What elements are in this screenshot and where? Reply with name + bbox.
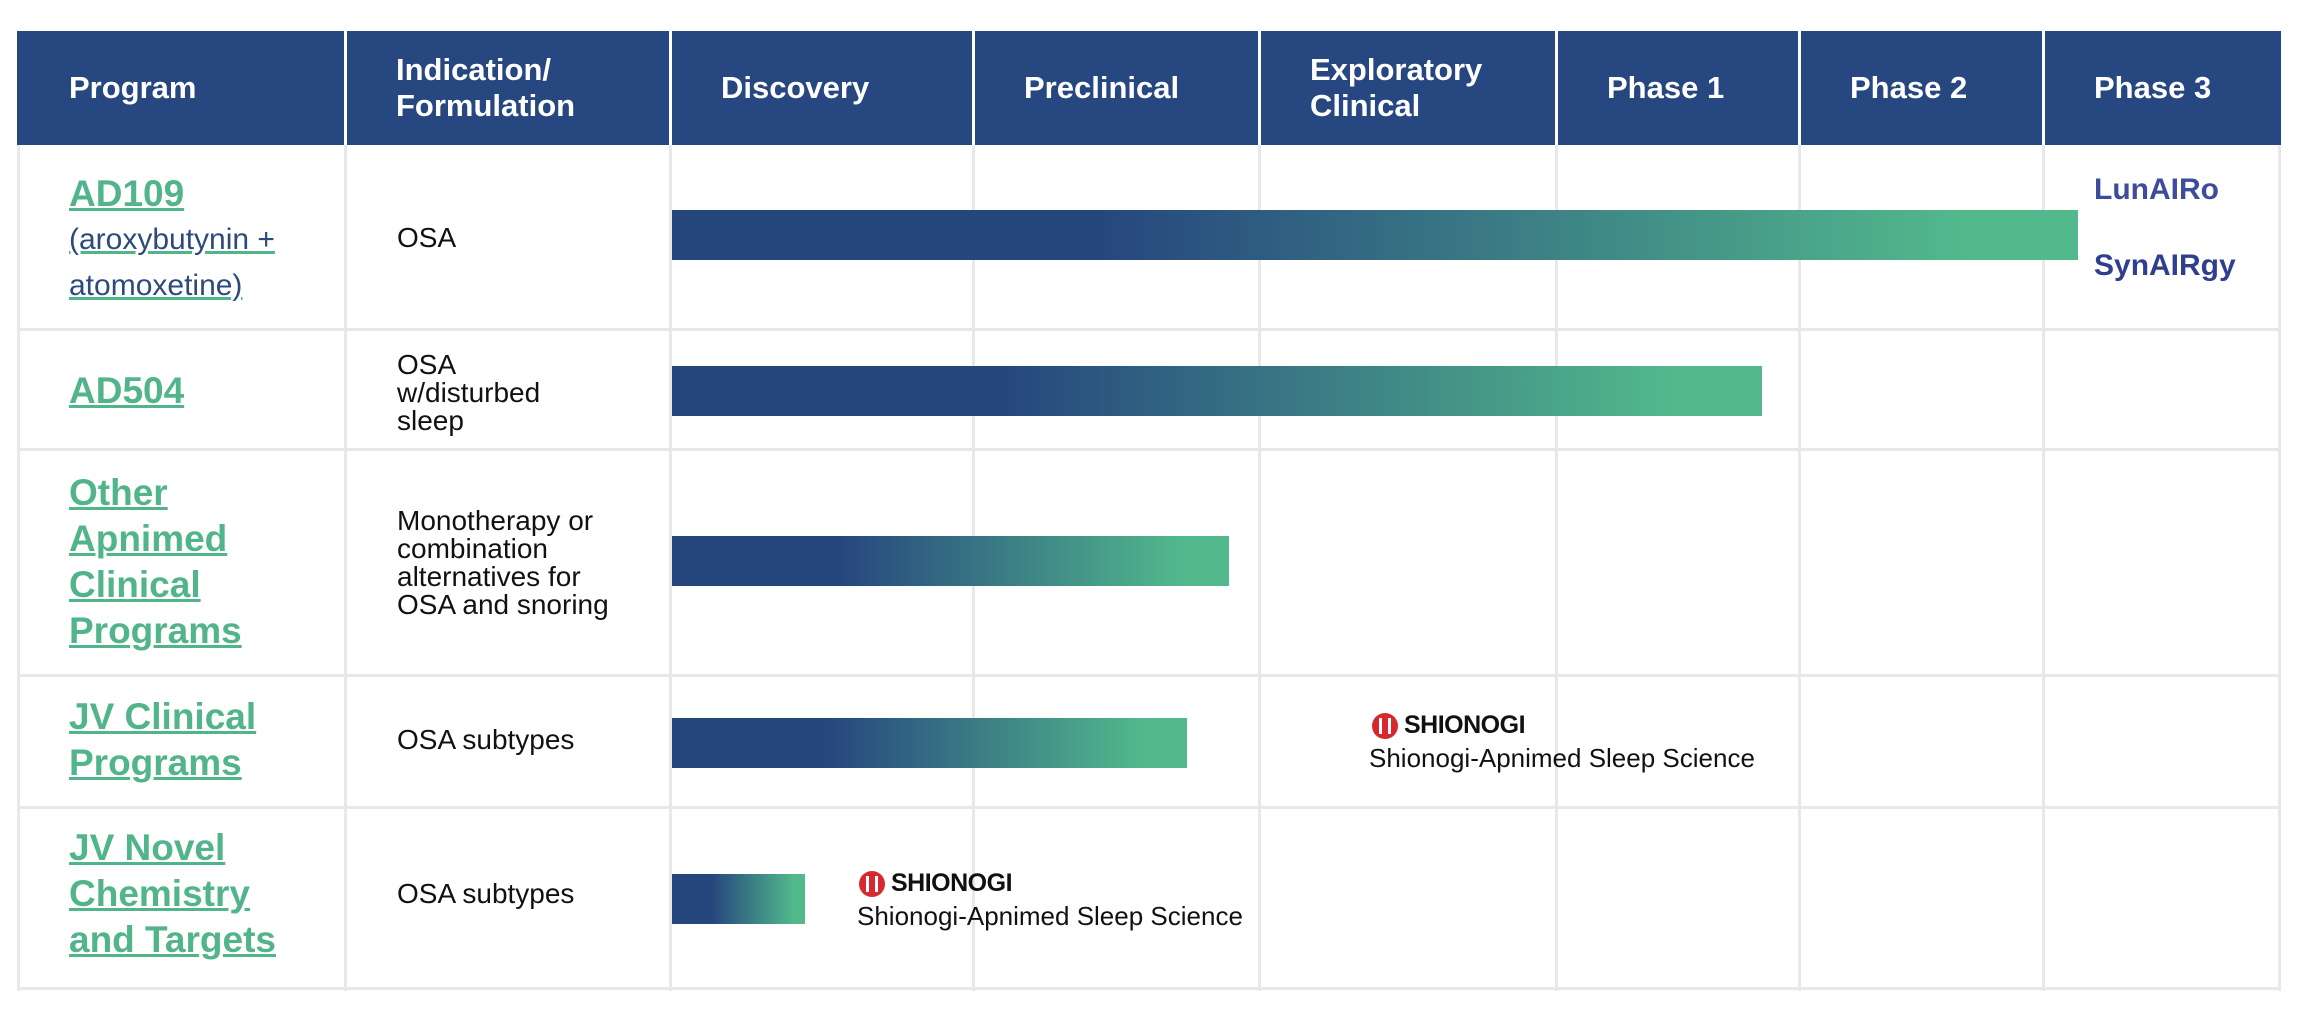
- header-preclinical: Preclinical: [1024, 70, 1180, 105]
- program-jv-novel-chemistry[interactable]: JV Novel Chemistry and Targets: [69, 827, 276, 960]
- grid-line: [972, 31, 975, 991]
- grid-line: [1258, 31, 1261, 991]
- grid-line: [17, 328, 2281, 331]
- grid-line: [17, 806, 2281, 809]
- header-indication: Indication/Formulation: [396, 52, 576, 123]
- grid-line: [1555, 31, 1558, 991]
- pipeline-bar: [672, 718, 1187, 768]
- table-header: Program Indication/Formulation Discovery…: [17, 31, 2281, 145]
- shionogi-logo: SHIONOGI: [1372, 711, 1526, 740]
- pipeline-bar: [672, 874, 806, 924]
- indication-jv-clinical: OSA subtypes: [397, 724, 575, 755]
- grid-line: [17, 674, 2281, 677]
- shionogi-icon: [1372, 712, 1398, 739]
- grid-line: [17, 31, 20, 991]
- partner-name: Shionogi-Apnimed Sleep Science: [857, 901, 1243, 931]
- grid-line: [2278, 31, 2281, 991]
- program-ad504[interactable]: AD504: [69, 370, 185, 411]
- indication-jv-novel: OSA subtypes: [397, 878, 575, 909]
- header-phase-2: Phase 2: [1850, 70, 1968, 105]
- program-jv-clinical[interactable]: JV Clinical Programs: [69, 696, 257, 783]
- grid-line: [2042, 31, 2045, 991]
- header-exploratory-clinical: Exploratory Clinical: [1310, 52, 1483, 123]
- grid-line: [669, 31, 672, 991]
- indication-ad504: OSA w/disturbed sleep: [397, 349, 541, 436]
- grid-line: [17, 987, 2281, 990]
- header-program: Program: [69, 70, 197, 105]
- header-phase-1: Phase 1: [1607, 70, 1725, 105]
- indication-ad109: OSA: [397, 222, 457, 253]
- shionogi-icon: [859, 870, 885, 897]
- synairgy-logo: SynAIRgy: [2094, 249, 2236, 282]
- grid-line: [344, 31, 347, 991]
- partner-name: Shionogi-Apnimed Sleep Science: [1369, 743, 1755, 773]
- grid-line: [1798, 31, 1801, 991]
- header-discovery: Discovery: [721, 70, 870, 105]
- shionogi-logo: SHIONOGI: [859, 869, 1013, 898]
- header-phase-3: Phase 3: [2094, 70, 2212, 105]
- program-ad109-compound: (aroxybutynin + atomoxetine): [69, 223, 275, 302]
- lunairo-logo: LunAIRo: [2094, 173, 2219, 206]
- pipeline-bar: [672, 536, 1230, 586]
- pipeline-table: Program Indication/Formulation Discovery…: [17, 31, 2281, 991]
- pipeline-bar: [672, 210, 2078, 260]
- program-other-apnimed-clinical[interactable]: Other Apnimed Clinical Programs: [69, 472, 242, 651]
- grid-line: [17, 448, 2281, 451]
- pipeline-bar: [672, 366, 1762, 416]
- indication-other-apnimed: Monotherapy or combination alternatives fo…: [397, 505, 609, 620]
- program-ad109[interactable]: AD109 (aroxybutynin + atomoxetine): [69, 171, 275, 309]
